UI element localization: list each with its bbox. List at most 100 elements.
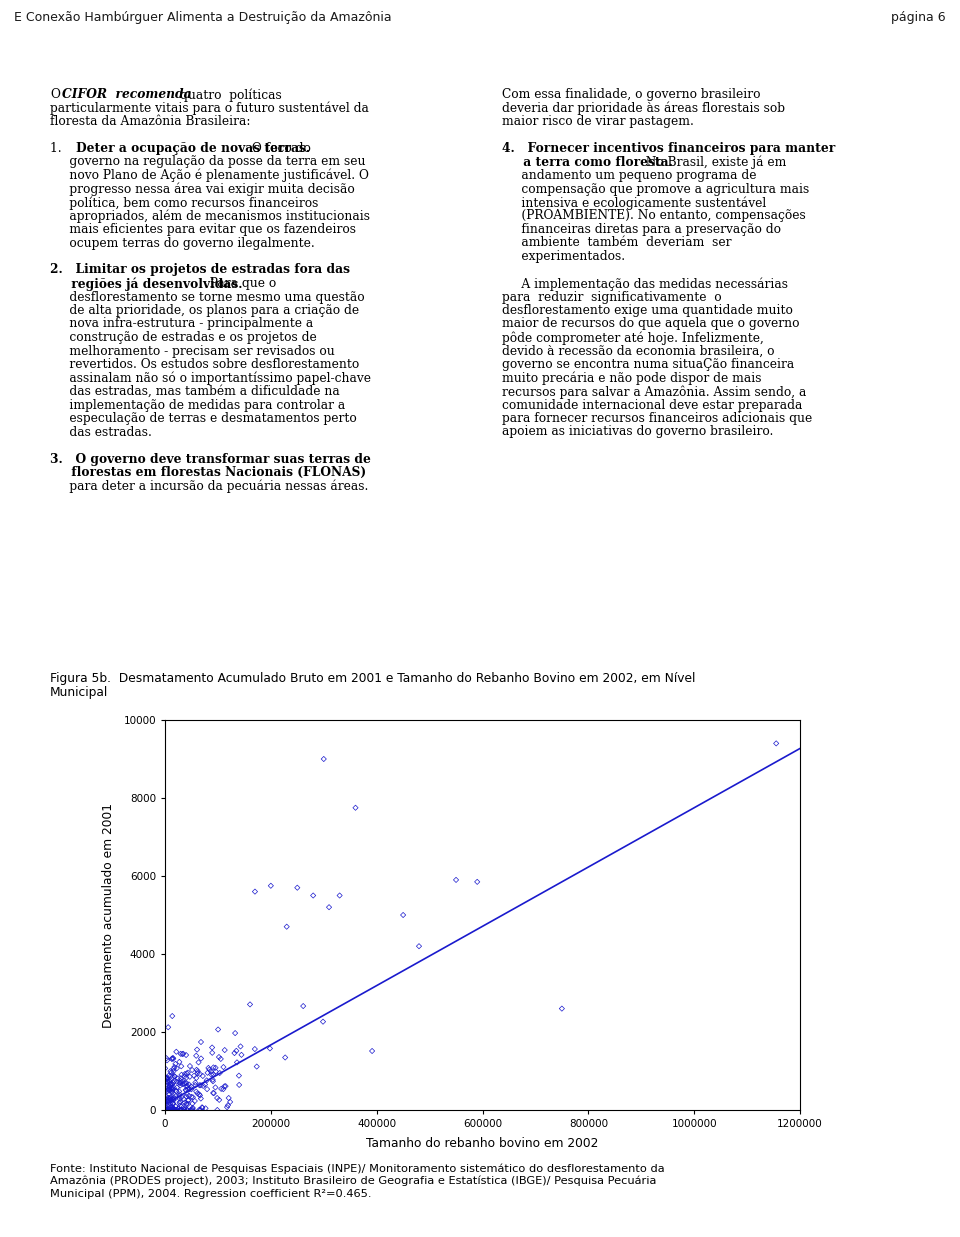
Point xyxy=(216,1058,231,1077)
Text: E Conexão Hambúrguer Alimenta a Destruição da Amazônia: E Conexão Hambúrguer Alimenta a Destruiç… xyxy=(14,11,392,24)
Text: Deter a ocupação de novas terras.: Deter a ocupação de novas terras. xyxy=(76,142,310,155)
Text: desflorestamento exige uma quantidade muito: desflorestamento exige uma quantidade mu… xyxy=(502,304,793,317)
Point xyxy=(218,1076,233,1096)
Point xyxy=(169,1100,184,1119)
Point xyxy=(163,1074,179,1094)
Point xyxy=(179,1094,194,1113)
Point xyxy=(166,1090,181,1110)
Text: de alta prioridade, os planos para a criação de: de alta prioridade, os planos para a cri… xyxy=(50,304,359,317)
Point xyxy=(205,1084,221,1103)
Point xyxy=(172,1086,187,1106)
Point xyxy=(223,1092,238,1112)
Point xyxy=(163,1075,179,1095)
Point xyxy=(168,1100,183,1119)
Point xyxy=(161,1076,177,1096)
Point xyxy=(193,1032,208,1051)
Point xyxy=(185,1100,201,1119)
Text: progresso nessa área vai exigir muita decisão: progresso nessa área vai exigir muita de… xyxy=(50,183,355,195)
Point xyxy=(183,1076,199,1096)
Point xyxy=(165,1094,180,1113)
Point xyxy=(162,1100,178,1119)
Text: Municipal (PPM), 2004. Regression coefficient R²=0.465.: Municipal (PPM), 2004. Regression coeffi… xyxy=(50,1189,372,1199)
Point xyxy=(165,1100,180,1119)
Text: para deter a incursão da pecuária nessas áreas.: para deter a incursão da pecuária nessas… xyxy=(50,480,369,494)
Text: maior de recursos do que aquela que o governo: maior de recursos do que aquela que o go… xyxy=(502,318,800,330)
Point xyxy=(172,1089,187,1108)
Point xyxy=(174,1100,189,1119)
Point xyxy=(157,1100,173,1119)
Text: O: O xyxy=(50,88,60,101)
Point xyxy=(179,1076,194,1096)
Text: florestas em florestas Nacionais (FLONAS): florestas em florestas Nacionais (FLONAS… xyxy=(50,466,366,479)
Text: deveria dar prioridade às áreas florestais sob: deveria dar prioridade às áreas floresta… xyxy=(502,101,785,115)
Point xyxy=(168,1096,183,1116)
Point xyxy=(169,1071,184,1091)
Point xyxy=(163,1090,179,1110)
Point xyxy=(198,1075,213,1095)
Point xyxy=(208,1061,224,1081)
Text: Figura 5b.  Desmatamento Acumulado Bruto em 2001 e Tamanho do Rebanho Bovino em : Figura 5b. Desmatamento Acumulado Bruto … xyxy=(50,672,695,685)
Point xyxy=(180,1100,195,1119)
Point xyxy=(174,1065,189,1085)
Point xyxy=(182,1056,198,1076)
Point xyxy=(177,1074,192,1094)
Point xyxy=(170,1069,185,1089)
Point xyxy=(160,1091,176,1111)
Point xyxy=(166,1059,181,1079)
Point xyxy=(173,1044,188,1064)
Point xyxy=(193,1089,208,1108)
Point xyxy=(182,1066,198,1086)
Point xyxy=(195,1066,210,1086)
Point xyxy=(158,1089,174,1108)
Point xyxy=(165,1100,180,1119)
Text: Amazônia (PRODES project), 2003; Instituto Brasileiro de Geografia e Estatística: Amazônia (PRODES project), 2003; Institu… xyxy=(50,1176,657,1186)
Point xyxy=(191,1100,206,1119)
Point xyxy=(163,1100,179,1119)
Point xyxy=(200,1063,215,1082)
Point xyxy=(247,1039,262,1059)
Point xyxy=(448,870,464,889)
Point xyxy=(185,1087,201,1107)
Point xyxy=(178,1064,193,1084)
Point xyxy=(167,1100,182,1119)
Point xyxy=(204,1061,219,1081)
Point xyxy=(233,1037,249,1056)
Point xyxy=(231,1066,247,1086)
Point xyxy=(206,1084,222,1103)
Point xyxy=(165,1068,180,1087)
Point xyxy=(169,1059,184,1079)
Point xyxy=(173,1074,188,1094)
Point xyxy=(172,1085,187,1105)
Point xyxy=(189,1040,204,1060)
Text: (PROAMBIENTE). No entanto, compensações: (PROAMBIENTE). No entanto, compensações xyxy=(502,209,805,223)
Point xyxy=(173,1096,188,1116)
Point xyxy=(180,1084,195,1103)
Point xyxy=(161,1071,177,1091)
Text: das estradas.: das estradas. xyxy=(50,426,152,438)
Point xyxy=(193,1100,208,1119)
Point xyxy=(179,1095,194,1115)
Point xyxy=(177,1098,192,1118)
Text: regiões já desenvolvidas.: regiões já desenvolvidas. xyxy=(50,277,243,291)
Text: Com essa finalidade, o governo brasileiro: Com essa finalidade, o governo brasileir… xyxy=(502,88,760,101)
Point xyxy=(296,996,311,1016)
Text: governo se encontra numa situaÇão financeira: governo se encontra numa situaÇão financ… xyxy=(502,357,794,371)
Point xyxy=(180,1091,196,1111)
Point xyxy=(179,1086,194,1106)
Point xyxy=(166,1087,181,1107)
Text: 3.   O governo deve transformar suas terras de: 3. O governo deve transformar suas terra… xyxy=(50,453,371,465)
Point xyxy=(174,1069,189,1089)
Point xyxy=(216,1079,231,1098)
Point xyxy=(181,1080,197,1100)
Point xyxy=(180,1063,196,1082)
Point xyxy=(396,905,411,925)
Point xyxy=(180,1100,195,1119)
Point xyxy=(348,798,363,818)
Point xyxy=(161,1089,177,1108)
Text: 1.: 1. xyxy=(50,142,73,155)
Point xyxy=(163,1063,179,1082)
Text: pôde comprometer até hoje. Infelizmente,: pôde comprometer até hoje. Infelizmente, xyxy=(502,332,764,344)
Point xyxy=(177,1090,192,1110)
Point xyxy=(164,1049,180,1069)
Point xyxy=(158,1090,174,1110)
